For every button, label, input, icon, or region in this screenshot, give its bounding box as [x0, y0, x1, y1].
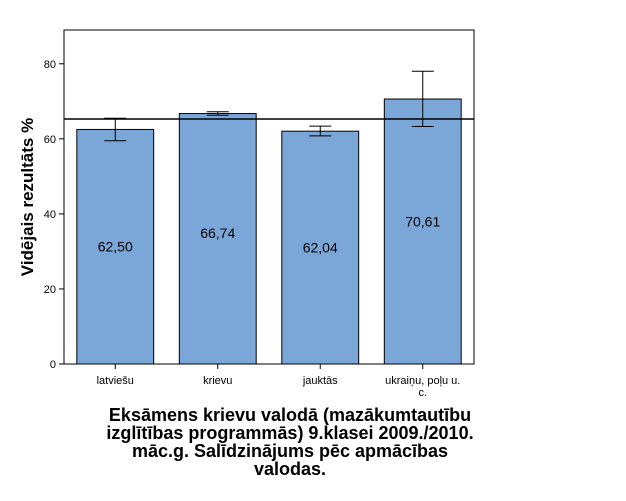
caption-line: izglītības programmās) 9.klasei 2009./20…	[106, 423, 474, 443]
x-tick-label: latviešu	[97, 375, 134, 387]
value-label: 70,61	[405, 214, 440, 230]
y-tick-label: 20	[44, 284, 56, 296]
caption-line: valodas.	[253, 459, 327, 479]
x-tick-label: krievu	[203, 375, 232, 387]
caption-line: Eksāmens krievu valodā (mazākumtautību	[108, 405, 472, 425]
y-axis: 0 20 40 60 80	[44, 59, 64, 371]
value-label: 62,04	[303, 240, 338, 256]
x-axis: latviešu krievu jauktās ukraiņu, poļu u. c.	[97, 364, 460, 399]
value-labels: 62,50 66,74 62,04 70,61	[98, 214, 441, 256]
value-label: 66,74	[200, 225, 235, 241]
y-axis-label: Vidējais rezultāts %	[18, 118, 37, 276]
y-tick-label: 40	[44, 209, 56, 221]
error-bars	[104, 70, 434, 142]
bars	[76, 98, 462, 365]
y-tick-label: 80	[44, 59, 56, 71]
bar	[383, 98, 462, 365]
x-tick-label: jauktās	[302, 375, 338, 387]
y-tick-label: 0	[50, 359, 56, 371]
chart-caption: Eksāmens krievu valodā (mazākumtautību i…	[40, 406, 540, 478]
caption-line: māc.g. Salīdzinājums pēc apmācības	[131, 441, 449, 461]
y-tick-label: 60	[44, 134, 56, 146]
plot-frame	[63, 29, 475, 365]
value-label: 62,50	[98, 239, 133, 255]
x-tick-label: ukraiņu, poļu u. c.	[385, 375, 460, 399]
